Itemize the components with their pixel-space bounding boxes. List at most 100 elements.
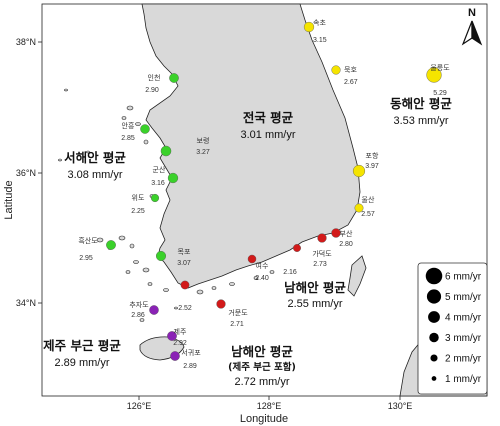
station-marker <box>160 145 172 157</box>
legend-marker <box>425 267 443 285</box>
axis-ticks <box>38 41 401 400</box>
station-안흥: 안흥 2.85 <box>121 121 150 142</box>
station-value-label: 3.07 <box>177 260 191 267</box>
legend-marker <box>426 289 442 304</box>
station-value-label: 2.80 <box>339 241 353 248</box>
station-value-label: 2.95 <box>79 255 93 262</box>
station-포항: 포항 3.97 <box>352 151 379 178</box>
x-tick-126: 126°E <box>127 401 152 411</box>
south-avg-value: 2.55 mm/yr <box>287 298 342 310</box>
station-value-label: 2.73 <box>313 261 327 268</box>
north-arrow-right-half <box>471 20 483 46</box>
station-name-label: 묵호 <box>344 66 357 74</box>
station-value-label: 2.25 <box>131 208 145 215</box>
station-marker <box>247 254 257 264</box>
station-name-label: 보령 <box>197 137 210 145</box>
station-marker <box>155 250 167 262</box>
station-marker <box>169 73 179 83</box>
station-가덕도: 가덕도 2.73 <box>312 233 332 268</box>
station-목포: 목포 3.07 <box>155 248 191 267</box>
south-incl-avg-title: 남해안 평균 <box>231 344 293 359</box>
legend-label: 3 mm/yr <box>445 333 482 344</box>
station-부산: 부산 2.80 <box>331 228 353 248</box>
station-name-label: 포항 <box>366 151 379 160</box>
station-name-label: 인천 <box>148 73 161 82</box>
legend-label: 4 mm/yr <box>445 313 482 324</box>
national-avg-value: 3.01 mm/yr <box>240 129 295 141</box>
station-value-label: 2.85 <box>121 135 135 142</box>
station-name-label: 서귀포 <box>181 348 201 357</box>
west-avg-value: 3.08 mm/yr <box>67 169 122 181</box>
station-value-label: 2.40 <box>255 275 269 282</box>
station-value-label: 2.52 <box>178 305 192 312</box>
station-value-label: 2.86 <box>131 312 145 319</box>
station-marker <box>331 228 341 238</box>
station-name-label: 속초 <box>313 19 326 27</box>
station-제주: 제주 2.92 <box>167 328 187 347</box>
south-incl-avg-value: 2.72 mm/yr <box>234 376 289 388</box>
station-marker <box>167 172 179 184</box>
station-name-label: 흑산도 <box>78 236 98 245</box>
y-tick-labels: 38°N 36°N 34°N <box>16 37 36 308</box>
station-name-label: 가덕도 <box>312 249 332 258</box>
station-name-label: 부산 <box>340 229 353 238</box>
station-value-label: 2.90 <box>145 87 159 94</box>
legend-label: 6 mm/yr <box>445 272 482 283</box>
station-unnamed-2.16: 2.16 <box>283 244 301 276</box>
station-value-label: 3.15 <box>313 37 327 44</box>
station-name-label: 위도 <box>132 194 145 202</box>
station-위도: 위도 2.25 <box>131 193 160 215</box>
y-tick-34: 34°N <box>16 298 36 308</box>
station-value-label: 2.92 <box>173 340 187 347</box>
north-arrow-letter: N <box>468 7 476 19</box>
station-value-label: 2.67 <box>344 79 358 86</box>
station-marker <box>170 351 180 361</box>
station-여수: 여수 2.40 <box>247 254 269 282</box>
station-name-label: 울산 <box>362 195 375 204</box>
tsushima-island-land <box>347 255 367 297</box>
station-거문도: 거문도 2.71 <box>216 299 248 328</box>
jeju-avg-title: 제주 부근 평균 <box>43 338 121 353</box>
station-marker <box>180 280 190 290</box>
station-value-label: 3.27 <box>196 149 210 156</box>
station-울산: 울산 2.57 <box>354 195 375 218</box>
legend-marker <box>431 376 437 381</box>
station-marker <box>150 193 160 203</box>
station-보령: 보령 3.27 <box>160 137 210 157</box>
region-annotations: 전국 평균 3.01 mm/yr 동해안 평균 3.53 mm/yr 서해안 평… <box>43 96 452 388</box>
station-marker <box>303 21 315 33</box>
jeju-avg-value: 2.89 mm/yr <box>54 357 109 369</box>
station-name-label: 추자도 <box>129 300 149 309</box>
station-name-label: 목포 <box>178 248 191 256</box>
station-marker <box>354 203 364 213</box>
west-avg-title: 서해안 평균 <box>64 150 126 165</box>
station-marker <box>331 65 341 75</box>
station-추자도: 추자도 2.86 <box>129 300 159 319</box>
station-value-label: 2.57 <box>361 211 375 218</box>
station-name-label: 안흥 <box>122 121 135 130</box>
south-avg-title: 남해안 평균 <box>284 280 346 295</box>
north-arrow: N <box>461 7 483 46</box>
south-incl-avg-sub: (제주 부근 포함) <box>228 361 296 373</box>
station-속초: 속초 3.15 <box>303 19 327 44</box>
station-marker <box>140 124 150 134</box>
station-marker <box>352 164 366 178</box>
y-tick-38: 38°N <box>16 37 36 47</box>
station-marker <box>293 244 301 252</box>
station-value-label: 2.16 <box>283 269 297 276</box>
x-tick-128: 128°E <box>257 401 282 411</box>
station-value-label: 3.97 <box>365 163 379 170</box>
stations-layer: 속초 3.15 묵호 2.67 울릉도 5.29 포항 3.97 울산 2.57 인천 2.90 안흥 2… <box>78 19 450 370</box>
station-value-label: 2.71 <box>230 321 244 328</box>
station-묵호: 묵호 2.67 <box>331 65 358 86</box>
legend-label: 5 mm/yr <box>445 292 482 303</box>
station-name-label: 제주 <box>174 328 187 336</box>
station-흑산도: 흑산도 2.95 <box>78 236 116 262</box>
station-unnamed-2.52: 2.52 <box>178 280 192 312</box>
station-군산: 군산 3.16 <box>151 165 179 187</box>
legend: 6 mm/yr 5 mm/yr 4 mm/yr 3 mm/yr 2 mm/yr 1 mm/… <box>417 262 488 395</box>
station-value-label: 5.29 <box>433 90 447 97</box>
legend-label: 1 mm/yr <box>445 374 482 385</box>
legend-marker <box>428 311 440 323</box>
station-인천: 인천 2.90 <box>145 73 179 94</box>
